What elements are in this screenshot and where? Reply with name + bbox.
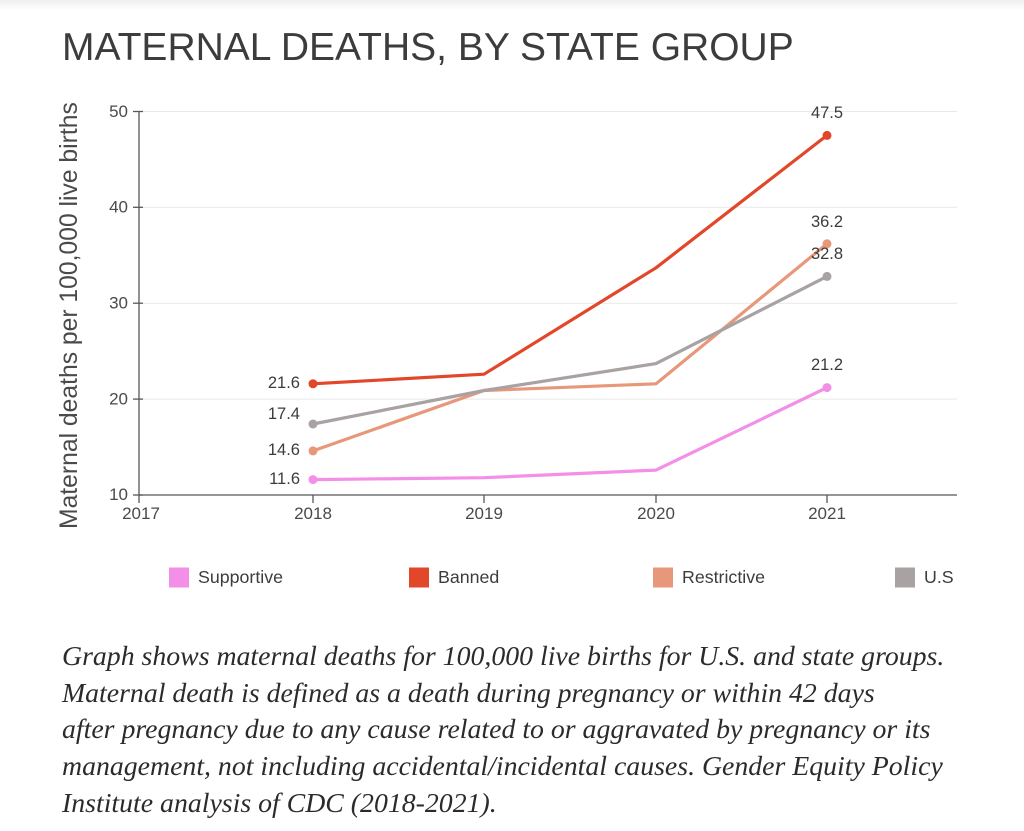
svg-text:36.2: 36.2 bbox=[811, 213, 843, 231]
svg-text:21.2: 21.2 bbox=[811, 356, 843, 374]
svg-text:17.4: 17.4 bbox=[268, 405, 300, 423]
svg-text:2019: 2019 bbox=[465, 504, 503, 523]
svg-text:Supportive: Supportive bbox=[198, 567, 283, 587]
svg-text:Banned: Banned bbox=[438, 567, 499, 587]
svg-text:21.6: 21.6 bbox=[268, 374, 300, 392]
svg-text:10: 10 bbox=[109, 485, 128, 504]
svg-text:Maternal deaths per 100,000 li: Maternal deaths per 100,000 live births bbox=[56, 102, 83, 529]
svg-text:11.6: 11.6 bbox=[269, 470, 300, 488]
svg-text:50: 50 bbox=[109, 102, 128, 121]
svg-text:30: 30 bbox=[109, 294, 128, 313]
svg-text:32.8: 32.8 bbox=[811, 245, 843, 263]
svg-text:14.6: 14.6 bbox=[268, 441, 300, 459]
svg-text:40: 40 bbox=[109, 198, 128, 217]
svg-text:2017: 2017 bbox=[122, 504, 160, 523]
svg-text:U.S: U.S bbox=[924, 567, 954, 587]
svg-text:2018: 2018 bbox=[294, 504, 332, 523]
svg-text:2020: 2020 bbox=[637, 504, 675, 523]
svg-text:Restrictive: Restrictive bbox=[682, 567, 765, 587]
svg-text:47.5: 47.5 bbox=[811, 104, 843, 122]
svg-text:20: 20 bbox=[109, 390, 128, 409]
svg-text:2021: 2021 bbox=[808, 504, 846, 523]
